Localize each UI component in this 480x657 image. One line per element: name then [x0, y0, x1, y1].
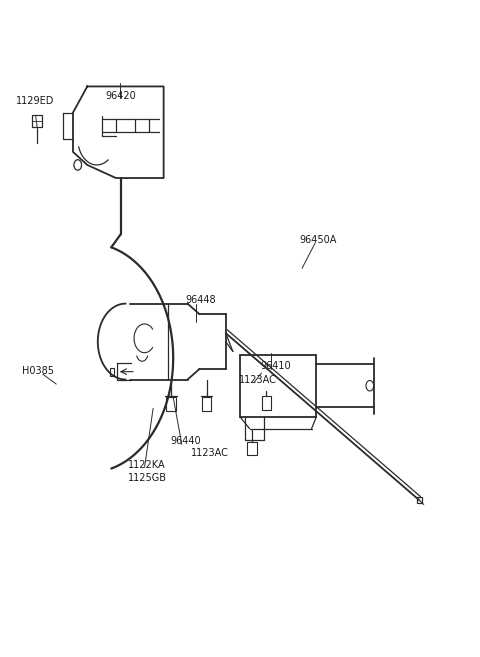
Bar [202, 397, 211, 411]
Text: 96450A: 96450A [300, 235, 337, 245]
Text: 1122KA: 1122KA [128, 460, 166, 470]
Text: 1125GB: 1125GB [128, 472, 167, 483]
Text: H0385: H0385 [22, 366, 54, 376]
Text: 1123AC: 1123AC [239, 374, 277, 384]
Bar [33, 115, 42, 127]
Text: 96440: 96440 [171, 436, 202, 446]
Text: 96410: 96410 [261, 361, 291, 371]
Bar [417, 497, 422, 503]
Bar [247, 442, 257, 455]
Bar [110, 368, 115, 376]
Text: 96420: 96420 [106, 91, 136, 101]
Bar [166, 397, 176, 411]
Text: 1123AC: 1123AC [192, 448, 229, 458]
Bar [240, 355, 316, 417]
Text: 1129ED: 1129ED [16, 97, 54, 106]
Bar [262, 396, 271, 410]
Text: 96448: 96448 [185, 296, 216, 306]
